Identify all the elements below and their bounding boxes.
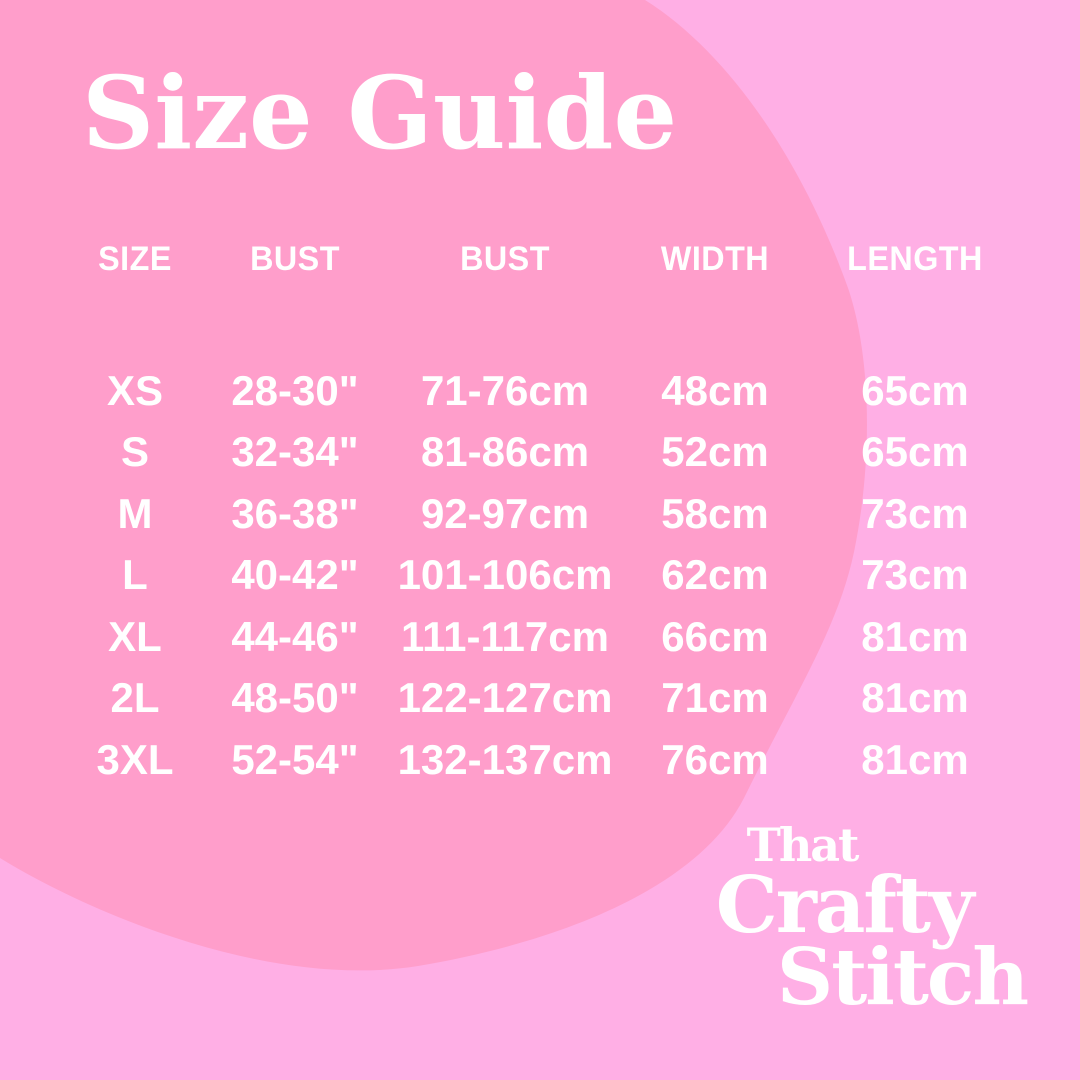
cell-measurement: 111-117cm <box>401 612 609 660</box>
cell-measurement: 44-46" <box>231 612 359 660</box>
cell-measurement: 66cm <box>661 612 769 660</box>
cell-measurement: 58cm <box>661 489 769 537</box>
cell-size-label: 3XL <box>96 735 174 783</box>
header-width: WIDTH <box>660 240 770 278</box>
table-row: S 32-34" 81-86cm 52cm 65cm <box>60 422 1030 484</box>
cell-measurement: 71cm <box>661 674 769 722</box>
cell-measurement: 40-42" <box>231 551 359 599</box>
logo-line-stitch: Stitch <box>776 932 1029 1023</box>
cell-measurement: 48-50" <box>231 674 359 722</box>
cell-measurement: 52-54" <box>231 735 359 783</box>
cell-size-label: M <box>117 489 153 537</box>
cell-size-label: L <box>122 551 148 599</box>
cell-size-label: XL <box>108 612 162 660</box>
cell-measurement: 48cm <box>661 366 769 414</box>
header-bust-in: BUST <box>250 240 340 278</box>
brand-logo: That Crafty Stitch <box>660 820 1040 1017</box>
cell-measurement: 52cm <box>661 428 769 476</box>
cell-size-label: S <box>120 428 149 476</box>
cell-measurement: 81-86cm <box>420 428 590 476</box>
table-row: M 36-38" 92-97cm 58cm 73cm <box>60 483 1030 545</box>
cell-measurement: 76cm <box>661 735 769 783</box>
header-length: LENGTH <box>847 240 983 278</box>
cell-measurement: 36-38" <box>231 489 359 537</box>
cell-measurement: 28-30" <box>231 366 359 414</box>
cell-size-label: XS <box>106 366 164 414</box>
cell-measurement: 101-106cm <box>397 551 613 599</box>
header-size: SIZE <box>98 240 172 278</box>
header-bust-cm: BUST <box>460 240 550 278</box>
cell-measurement: 92-97cm <box>420 489 590 537</box>
table-row: XS 28-30" 71-76cm 48cm 65cm <box>60 360 1030 422</box>
table-row: 2L 48-50" 122-127cm 71cm 81cm <box>60 668 1030 730</box>
cell-measurement: 62cm <box>661 551 769 599</box>
cell-size-label: 2L <box>110 674 160 722</box>
table-row: XL 44-46" 111-117cm 66cm 81cm <box>60 606 1030 668</box>
size-table-rows: XS 28-30" 71-76cm 48cm 65cm S 32-34" 81-86cm 52c… <box>60 360 1030 791</box>
blob-path <box>0 0 867 971</box>
cell-measurement: 71-76cm <box>420 366 590 414</box>
cell-measurement: 73cm <box>861 489 969 537</box>
page-title: Size Guide <box>82 54 678 172</box>
cell-measurement: 132-137cm <box>397 735 613 783</box>
cell-measurement: 81cm <box>861 674 969 722</box>
cell-measurement: 81cm <box>861 612 969 660</box>
logo-line-that: That <box>746 818 860 872</box>
cell-measurement: 32-34" <box>231 428 359 476</box>
cell-measurement: 65cm <box>861 428 969 476</box>
cell-measurement: 81cm <box>861 735 969 783</box>
table-row: L 40-42" 101-106cm 62cm 73cm <box>60 545 1030 607</box>
cell-measurement: 73cm <box>861 551 969 599</box>
cell-measurement: 122-127cm <box>397 674 613 722</box>
size-table: SIZE BUST BUST WIDTH LENGTH XS 28-30" 71-7… <box>60 240 1030 791</box>
table-row: 3XL 52-54" 132-137cm 76cm 81cm <box>60 729 1030 791</box>
cell-measurement: 65cm <box>861 366 969 414</box>
logo-line-crafty: Crafty <box>715 860 975 951</box>
table-header-row: SIZE BUST BUST WIDTH LENGTH <box>60 240 1030 280</box>
